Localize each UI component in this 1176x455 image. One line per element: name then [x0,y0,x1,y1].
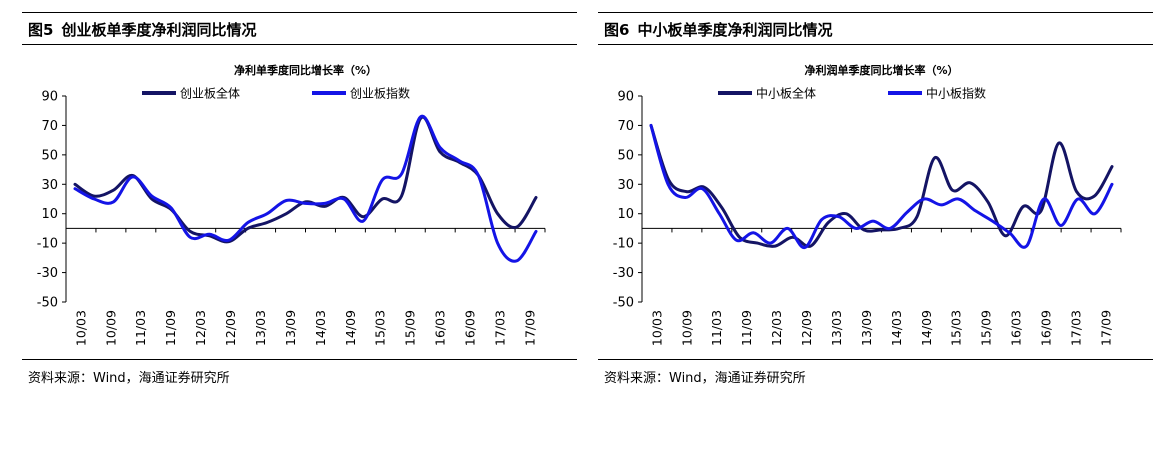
series-line-1 [73,115,538,244]
figure-title: 图5 创业板单季度净利润同比情况 [28,19,256,40]
y-tick-label: -10 [37,237,58,252]
x-tick-label: 10/09 [103,310,118,346]
x-tick-label: 12/09 [799,310,814,346]
x-tick-label: 10/03 [649,310,664,346]
figure-title: 图6 中小板单季度净利润同比情况 [604,19,832,40]
title-rule [598,44,1153,45]
series-line-2 [73,114,538,263]
x-tick-label: 16/09 [463,310,478,346]
source-note: 资料来源：Wind，海通证券研究所 [604,371,806,386]
x-tick-label: 13/03 [253,310,268,346]
x-tick-label: 10/09 [679,310,694,346]
x-tick-label: 17/03 [492,310,507,346]
figure-6-panel: 图6 中小板单季度净利润同比情况 净利润单季度同比增长率（%） -50 -30 -10 1… [598,12,1153,392]
x-tick-label: 16/03 [1009,310,1024,346]
x-tick-label: 12/03 [193,310,208,346]
top-rule [598,12,1153,13]
x-tick-label: 13/09 [283,310,298,346]
y-tick-label: -10 [613,237,634,252]
figure-5-panel: 图5 创业板单季度净利润同比情况 净利单季度同比增长率（%） -50 -30 -10 10… [22,12,577,392]
x-tick-label: 16/03 [433,310,448,346]
top-rule [22,12,577,13]
x-tick-label: 11/09 [163,310,178,346]
y-tick-label: 90 [41,90,58,105]
legend-label: 中小板全体 [756,86,816,101]
y-tick-label: -50 [37,296,58,311]
chart-canvas: 净利润单季度同比增长率（%） -50 -30 -10 10 30 50 70 90 10/03 10… [613,63,1122,346]
bottom-rule [598,359,1153,360]
y-tick-label: 70 [617,119,634,134]
x-tick-label: 16/09 [1039,310,1054,346]
x-tick-label: 13/03 [829,310,844,346]
y-tick-label: 10 [41,207,58,222]
title-rule [22,44,577,45]
x-tick-label: 13/09 [859,310,874,346]
y-tick-label: 30 [617,178,634,193]
x-tick-label: 14/03 [313,310,328,346]
x-tick-label: 12/09 [223,310,238,346]
y-tick-label: 50 [41,148,58,163]
x-tick-label: 15/09 [403,310,418,346]
figure-caption: 创业板单季度净利润同比情况 [61,21,257,39]
x-tick-label: 15/09 [979,310,994,346]
x-tick-label: 11/09 [739,310,754,346]
y-tick-label: 50 [617,148,634,163]
chart-canvas: 净利单季度同比增长率（%） -50 -30 -10 10 30 50 70 90 10/03 10/… [37,63,546,346]
x-tick-label: 14/09 [919,310,934,346]
figure-caption: 中小板单季度净利润同比情况 [637,21,833,39]
y-tick-label: 70 [41,119,58,134]
series-line-2 [649,123,1114,250]
x-tick-label: 10/03 [73,310,88,346]
x-tick-label: 14/03 [889,310,904,346]
x-tick-label: 11/03 [133,310,148,346]
x-tick-label: 12/03 [769,310,784,346]
source-note: 资料来源：Wind，海通证券研究所 [28,371,230,386]
x-tick-label: 15/03 [373,310,388,346]
x-tick-label: 17/09 [1098,310,1113,346]
y-tick-label: -30 [37,266,58,281]
x-tick-label: 17/03 [1068,310,1083,346]
chart-title: 净利润单季度同比增长率（%） [804,63,958,77]
y-tick-label: 10 [617,207,634,222]
x-tick-label: 15/03 [949,310,964,346]
y-tick-label: -50 [613,296,634,311]
legend-label: 创业板指数 [350,86,410,101]
x-tick-label: 17/09 [522,310,537,346]
legend-label: 中小板指数 [926,86,986,101]
y-tick-label: 90 [617,90,634,105]
y-tick-label: 30 [41,178,58,193]
legend-label: 创业板全体 [180,86,240,101]
bottom-rule [22,359,577,360]
x-tick-label: 14/09 [343,310,358,346]
x-tick-label: 11/03 [709,310,724,346]
figure-number: 图6 [604,21,630,39]
figure-number: 图5 [28,21,54,39]
chart-title: 净利单季度同比增长率（%） [234,63,377,77]
y-tick-label: -30 [613,266,634,281]
